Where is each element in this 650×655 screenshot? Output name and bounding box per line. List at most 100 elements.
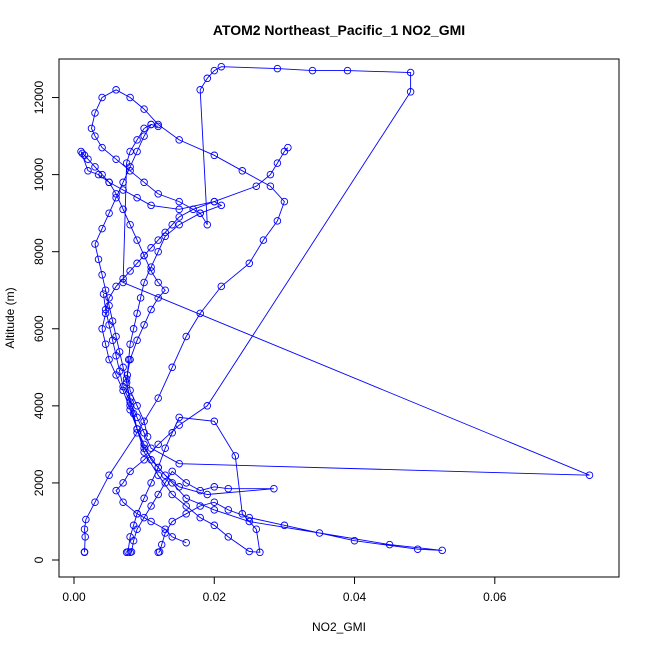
data-point [196,86,204,94]
data-point [406,68,415,77]
data-point [147,479,155,487]
data-point [124,355,133,364]
data-point [203,74,212,83]
data-point [350,536,359,545]
data-point [245,259,254,268]
data-point [105,209,113,217]
data-point [77,147,85,156]
data-point [210,483,219,491]
data-point [140,513,148,522]
data-point [168,467,176,476]
chart-title: ATOM2 Northeast_Pacific_1 NO2_GMI [213,22,465,38]
data-point [98,170,106,179]
data-point [270,484,278,493]
data-point [112,351,120,360]
data-point [140,494,148,503]
data-point [217,282,226,291]
data-point [175,205,183,214]
data-point [406,88,415,96]
data-point [112,193,120,202]
data-point [105,471,113,479]
data-point [161,529,169,537]
data-point [87,124,96,133]
data-point [112,282,120,291]
y-axis: 0 2000 4000 6000 8000 10000 12000 [32,81,60,563]
data-point [217,62,226,71]
data-point [161,444,169,452]
data-point [112,155,120,163]
x-axis: 0.00 0.02 0.04 0.06 [62,576,507,604]
data-point [273,64,282,73]
y-tick-label: 6000 [32,315,46,342]
data-point [91,109,99,117]
data-point [127,548,136,556]
data-point [154,236,162,244]
data-point [147,120,155,129]
y-tick-label: 10000 [32,158,46,192]
series-3 [98,197,446,557]
data-point [224,484,233,493]
data-point [155,548,164,556]
data-point [112,86,120,94]
data-point [98,224,106,233]
data-point [126,147,134,156]
data-point [189,205,197,214]
series-1 [80,62,415,557]
data-point [154,278,162,287]
data-point [133,236,141,244]
data-point [140,429,148,437]
data-point [161,232,169,241]
data-point [245,517,254,526]
data-point [284,143,292,152]
data-point [266,182,275,190]
data-point [140,124,148,133]
data-point [140,417,148,426]
y-axis-label: Altitude (m) [3,287,17,348]
data-point [315,529,324,537]
y-tick-label: 8000 [32,238,46,265]
data-point [140,132,148,140]
data-point [203,220,212,229]
data-point [133,193,141,202]
data-point [224,533,233,541]
data-point [182,332,190,341]
data-point [196,513,204,522]
data-point [245,513,254,522]
data-point [154,490,162,499]
x-tick-label: 0.02 [203,590,227,604]
data-point [94,170,103,179]
data-point [126,386,134,395]
data-point [210,151,219,160]
data-point [112,486,120,495]
series-line [80,147,289,553]
data-point [175,136,183,144]
data-point [210,506,219,514]
data-point [175,459,183,468]
data-point [98,325,106,333]
data-point [161,479,169,487]
data-point [157,540,166,549]
data-point [105,178,113,187]
data-point [133,259,141,268]
data-point [245,547,254,556]
data-point [385,540,394,549]
data-point [161,286,169,294]
data-point [182,538,190,547]
series-4 [91,120,594,557]
data-point [147,517,155,526]
data-point [210,66,219,75]
data-point [101,340,110,348]
data-point [126,220,134,229]
data-point [133,136,141,144]
data-point [238,167,247,175]
data-point [126,394,134,402]
data-point [126,340,134,348]
data-point [98,271,106,279]
x-axis-label: NO2_GMI [312,620,366,634]
data-point [175,220,183,229]
y-tick-label: 4000 [32,392,46,419]
data-point [203,490,212,499]
data-point [154,463,162,472]
data-point [273,217,282,225]
